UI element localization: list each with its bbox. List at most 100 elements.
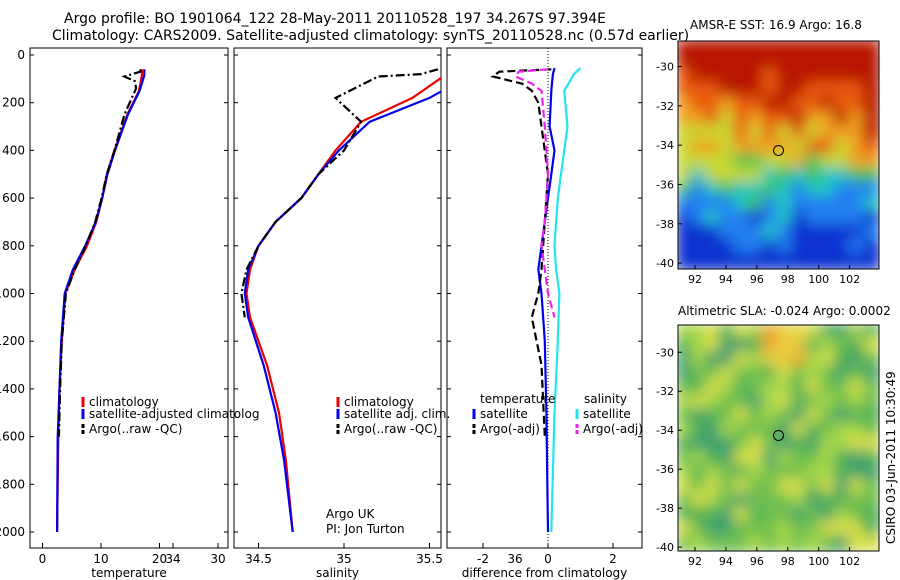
sla_map-cell	[762, 325, 781, 342]
sst_map-cell	[776, 238, 795, 257]
sla_map-cell	[690, 464, 709, 483]
sla_map-cell	[690, 534, 709, 551]
sst_map-cell	[848, 153, 867, 172]
sla_map-cell	[719, 450, 738, 469]
sla_map-cell	[762, 534, 781, 551]
sst_map-cell	[819, 252, 838, 269]
sst_map-cell	[819, 238, 838, 257]
sla_map-cell	[719, 337, 738, 356]
sst_map-cell	[790, 153, 810, 172]
sla_map-cell	[719, 478, 738, 497]
depth-ytick-label: 2000	[0, 525, 25, 539]
sst_map-cell	[776, 138, 795, 157]
salinity-xlabel: salinity	[316, 566, 359, 580]
sla_map-cell	[862, 478, 879, 497]
sst_map-cell	[805, 153, 824, 172]
sst_map-cell	[690, 252, 709, 269]
sla_map-xtick-label: 102	[839, 555, 860, 568]
salinity-annotation-line2: PI: Jon Turton	[326, 522, 405, 536]
sla_map-cell	[790, 492, 810, 511]
sst_map-cell	[805, 195, 824, 214]
sla_map-xtick-label: 92	[688, 555, 702, 568]
sst_map-cell	[704, 210, 724, 229]
sst_map-cell	[678, 252, 695, 269]
sla_map-ytick-label: -36	[656, 463, 674, 476]
sst_map-cell	[719, 110, 738, 129]
sla_map-cell	[848, 520, 867, 539]
sla_map-cell	[819, 534, 838, 551]
series-layer	[56, 67, 582, 533]
sst_map-cell	[678, 153, 695, 172]
sst_map-cell	[719, 153, 738, 172]
figure-title-line1: Argo profile: BO 1901064_122 28-May-2011…	[64, 11, 607, 27]
sst_map-cell	[678, 81, 695, 100]
sst_map-cell	[733, 138, 752, 157]
sst_map-cell	[790, 67, 810, 86]
sst_map-cell	[762, 252, 781, 269]
sla_map-cell	[747, 478, 767, 497]
sla_map-cell	[719, 506, 738, 525]
sst_map-cell	[805, 238, 824, 257]
sla_map-cell	[805, 492, 824, 511]
sla_map-cell	[790, 450, 810, 469]
sla_map-cell	[776, 351, 795, 370]
sst_map-cell	[833, 195, 853, 214]
difference-xtick-label: 0	[544, 552, 552, 566]
sst_map-cell	[762, 81, 781, 100]
sst_map-cell	[848, 138, 867, 157]
difference-xlabel: difference from climatology	[462, 566, 628, 580]
sst_map-cell	[776, 81, 795, 100]
sst_map-argo-marker	[773, 144, 784, 156]
sst_map-cell	[719, 96, 738, 115]
sst_map-cell	[848, 195, 867, 214]
sla_map-cell	[805, 393, 824, 412]
sst_map-cell	[733, 41, 752, 58]
sla_map-cell	[819, 421, 838, 440]
sst_map-cell	[719, 195, 738, 214]
sla_map-cell	[747, 450, 767, 469]
sla_map-cell	[733, 365, 752, 384]
sst_map-cell	[747, 67, 767, 86]
sla_map-cell	[805, 337, 824, 356]
sst_map-cell	[733, 167, 752, 186]
sst_map-cell	[790, 138, 810, 157]
temperature-xtick-label: 20	[152, 552, 167, 566]
sst_map-cell	[704, 138, 724, 157]
sst_map-cell	[776, 153, 795, 172]
sla_map-cell	[862, 534, 879, 551]
sla_map-cell	[833, 379, 853, 398]
sla_map-cell	[747, 506, 767, 525]
sst_map-cell	[747, 153, 767, 172]
sla_map-cell	[848, 506, 867, 525]
sst_map-cell	[819, 195, 838, 214]
sla_map-field	[678, 325, 879, 551]
sla_map-cell	[862, 337, 879, 356]
diff-legend-temp-satellite: satellite	[480, 407, 528, 421]
sla_map-cell	[819, 450, 838, 469]
sst_map-cell	[790, 53, 810, 72]
sst_map-cell	[790, 41, 810, 58]
sst_map-cell	[776, 252, 795, 269]
sst_map-cell	[790, 181, 810, 200]
sla_map-cell	[762, 520, 781, 539]
sal-legend-climatology: climatology	[344, 395, 414, 409]
sst_map-cell	[776, 53, 795, 72]
sla_map-xtick-label: 96	[750, 555, 764, 568]
sst_map-cell	[819, 181, 838, 200]
sla_map-cell	[833, 450, 853, 469]
sla_map-cell	[862, 421, 879, 440]
sst_map-cell	[690, 224, 709, 243]
sla_map-cell	[805, 436, 824, 455]
sst_map-cell	[747, 252, 767, 269]
sla_map-cell	[776, 492, 795, 511]
sst_map-cell	[790, 210, 810, 229]
sla_map-cell	[862, 464, 879, 483]
sst_map-cell	[733, 124, 752, 143]
sla_map-cell	[776, 506, 795, 525]
depth-ytick-label: 400	[2, 143, 25, 157]
sla_map-cell	[848, 436, 867, 455]
sla_map-cell	[805, 450, 824, 469]
sla_map-cell	[790, 478, 810, 497]
sla_map-cell	[805, 379, 824, 398]
sla-map-title: Altimetric SLA: -0.024 Argo: 0.0002	[678, 304, 891, 318]
